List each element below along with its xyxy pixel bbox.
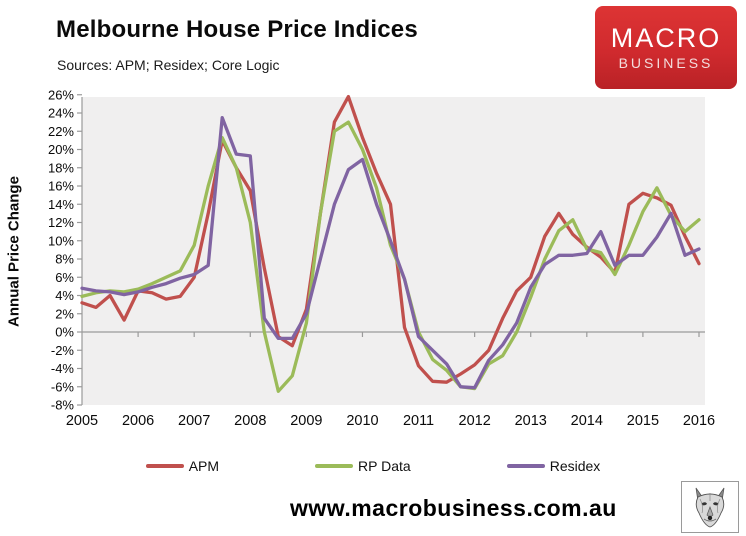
x-tick-label: 2005 — [66, 413, 98, 429]
y-tick-label: 8% — [55, 252, 74, 267]
x-tick-label: 2010 — [346, 413, 378, 429]
legend-label: RP Data — [358, 458, 411, 474]
y-tick-label: -6% — [51, 379, 75, 394]
y-tick-label: 24% — [48, 106, 74, 121]
price-index-line-chart: -8% -6% -4% -2% 0% 2% 4% 6% 8% 10% 12% 14% 16% 18% 20%… — [48, 87, 715, 429]
y-tick-label: 2% — [55, 306, 74, 321]
x-tick-label: 2008 — [234, 413, 266, 429]
legend-label: Residex — [549, 458, 601, 474]
macrobusiness-logo: MACRO BUSINESS — [595, 6, 737, 89]
chart-title: Melbourne House Price Indices — [56, 16, 418, 43]
series-line-apm — [80, 94, 701, 384]
y-tick-label: 4% — [55, 288, 74, 303]
y-tick-label: 0% — [55, 325, 74, 340]
y-tick-label: 26% — [48, 87, 74, 102]
website-url: www.macrobusiness.com.au — [290, 495, 617, 521]
y-tick-label: -8% — [51, 398, 75, 413]
x-tick-label: 2006 — [122, 413, 154, 429]
y-tick-label: 14% — [48, 197, 74, 212]
y-tick-label: -2% — [51, 343, 75, 358]
legend-item-rp-data: RP Data — [315, 458, 411, 474]
x-tick-label: 2015 — [627, 413, 659, 429]
wolf-logo-icon — [695, 487, 725, 528]
legend-item-apm: APM — [145, 458, 220, 474]
x-tick-label: 2009 — [290, 413, 322, 429]
chart-sources: Sources: APM; Residex; Core Logic — [57, 57, 280, 73]
legend-item-residex: Residex — [506, 458, 601, 474]
x-tick-label: 2007 — [178, 413, 210, 429]
x-tick-label: 2016 — [683, 413, 715, 429]
y-tick-label: 20% — [48, 142, 74, 157]
y-tick-label: 18% — [48, 160, 74, 175]
series-line-residex — [80, 115, 701, 390]
y-tick-label: 6% — [55, 270, 74, 285]
legend-line-swatch — [145, 464, 184, 468]
x-tick-label: 2013 — [515, 413, 547, 429]
x-tick-label: 2014 — [571, 413, 603, 429]
x-tick-label: 2012 — [459, 413, 491, 429]
x-tick-label: 2011 — [403, 413, 434, 429]
y-tick-label: 12% — [48, 215, 74, 230]
y-tick-label: 10% — [48, 233, 74, 248]
y-tick-label: -4% — [51, 361, 75, 376]
macrobusiness-logo-text-business: BUSINESS — [618, 55, 714, 71]
y-tick-label: 16% — [48, 179, 74, 194]
y-tick-label: 22% — [48, 124, 74, 139]
chart-legend: APM RP Data Residex — [0, 458, 746, 474]
legend-line-swatch — [506, 464, 545, 468]
macrobusiness-logo-text-macro: MACRO — [610, 23, 722, 53]
wolf-logo-box — [681, 481, 739, 533]
legend-label: APM — [188, 458, 220, 474]
legend-line-swatch — [315, 464, 354, 468]
